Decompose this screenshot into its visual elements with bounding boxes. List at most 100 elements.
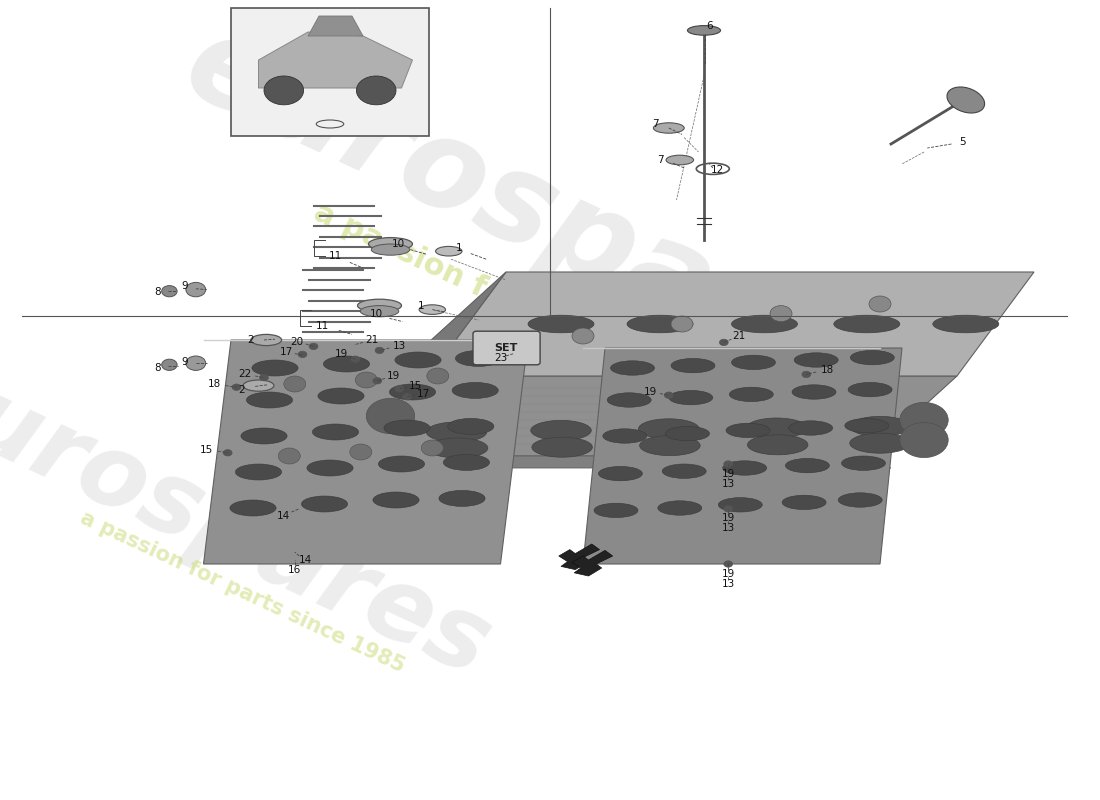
Text: 19: 19 — [722, 514, 735, 523]
Ellipse shape — [246, 392, 293, 408]
Ellipse shape — [662, 464, 706, 478]
Circle shape — [232, 384, 241, 390]
Bar — [231, 8, 429, 136]
Text: 1: 1 — [418, 302, 425, 311]
Ellipse shape — [531, 437, 592, 457]
Text: 19: 19 — [722, 570, 735, 579]
Text: 15: 15 — [409, 381, 422, 390]
Ellipse shape — [452, 382, 498, 398]
Text: 7: 7 — [657, 155, 663, 165]
Ellipse shape — [530, 421, 592, 440]
Circle shape — [355, 372, 377, 388]
Circle shape — [278, 448, 300, 464]
Circle shape — [770, 306, 792, 322]
Text: 20: 20 — [290, 337, 304, 346]
Ellipse shape — [607, 393, 651, 407]
Text: 19: 19 — [334, 350, 348, 359]
Text: 19: 19 — [387, 371, 400, 381]
Polygon shape — [258, 32, 412, 88]
Circle shape — [186, 282, 206, 297]
Ellipse shape — [718, 498, 762, 512]
Ellipse shape — [372, 244, 409, 255]
Ellipse shape — [845, 418, 889, 433]
Text: SET: SET — [494, 343, 518, 353]
Text: 21: 21 — [733, 331, 746, 341]
Text: 2: 2 — [239, 385, 245, 394]
Circle shape — [869, 296, 891, 312]
Ellipse shape — [455, 350, 502, 366]
Ellipse shape — [732, 315, 798, 333]
Ellipse shape — [252, 360, 298, 376]
Ellipse shape — [603, 429, 647, 443]
Ellipse shape — [323, 356, 370, 372]
Text: 5: 5 — [959, 137, 966, 146]
Text: 13: 13 — [722, 523, 735, 533]
Text: 7: 7 — [652, 119, 659, 129]
Ellipse shape — [318, 388, 364, 404]
Ellipse shape — [838, 493, 882, 507]
Circle shape — [375, 347, 384, 354]
Circle shape — [223, 450, 232, 456]
Ellipse shape — [241, 428, 287, 444]
Ellipse shape — [746, 418, 806, 438]
Ellipse shape — [782, 495, 826, 510]
Ellipse shape — [747, 435, 807, 454]
Text: 14: 14 — [277, 511, 290, 521]
Ellipse shape — [638, 418, 700, 438]
Circle shape — [900, 422, 948, 458]
Circle shape — [162, 286, 177, 297]
Polygon shape — [583, 348, 902, 564]
Text: eurospares: eurospares — [0, 342, 505, 698]
Text: 15: 15 — [200, 445, 213, 454]
Text: 18: 18 — [821, 365, 834, 374]
Circle shape — [664, 392, 673, 398]
Circle shape — [427, 368, 449, 384]
Circle shape — [719, 339, 728, 346]
Circle shape — [186, 356, 206, 370]
Circle shape — [366, 398, 415, 434]
Circle shape — [724, 506, 733, 512]
Ellipse shape — [789, 421, 833, 435]
Text: 11: 11 — [316, 321, 329, 330]
Text: 17: 17 — [417, 389, 430, 398]
Circle shape — [403, 394, 411, 400]
Text: eurospares: eurospares — [166, 2, 934, 446]
Ellipse shape — [251, 334, 282, 346]
Text: 8: 8 — [154, 287, 161, 297]
Polygon shape — [429, 272, 1034, 376]
Ellipse shape — [384, 420, 430, 436]
Circle shape — [264, 76, 304, 105]
Text: a passion for parts since 1985: a passion for parts since 1985 — [309, 198, 791, 442]
Ellipse shape — [848, 382, 892, 397]
Ellipse shape — [443, 454, 490, 470]
Text: 19: 19 — [722, 470, 735, 479]
Text: 6: 6 — [706, 21, 713, 30]
Polygon shape — [341, 456, 891, 468]
Polygon shape — [559, 544, 600, 570]
Circle shape — [802, 371, 811, 378]
Circle shape — [900, 402, 948, 438]
Polygon shape — [341, 272, 506, 456]
FancyBboxPatch shape — [473, 331, 540, 365]
Ellipse shape — [427, 438, 487, 458]
Text: 2: 2 — [248, 335, 254, 345]
Ellipse shape — [389, 384, 436, 400]
Ellipse shape — [373, 492, 419, 508]
Text: 1: 1 — [455, 243, 462, 253]
Text: 19: 19 — [644, 387, 657, 397]
Text: 13: 13 — [722, 579, 735, 589]
Ellipse shape — [669, 390, 713, 405]
Ellipse shape — [794, 353, 838, 367]
Text: 23: 23 — [494, 353, 507, 362]
Circle shape — [572, 328, 594, 344]
Text: 21: 21 — [365, 335, 378, 345]
Ellipse shape — [301, 496, 348, 512]
Ellipse shape — [947, 87, 984, 113]
Polygon shape — [308, 16, 363, 36]
Ellipse shape — [849, 434, 911, 453]
Circle shape — [298, 351, 307, 358]
Ellipse shape — [528, 315, 594, 333]
Circle shape — [671, 316, 693, 332]
Circle shape — [724, 461, 733, 467]
Polygon shape — [572, 550, 613, 576]
